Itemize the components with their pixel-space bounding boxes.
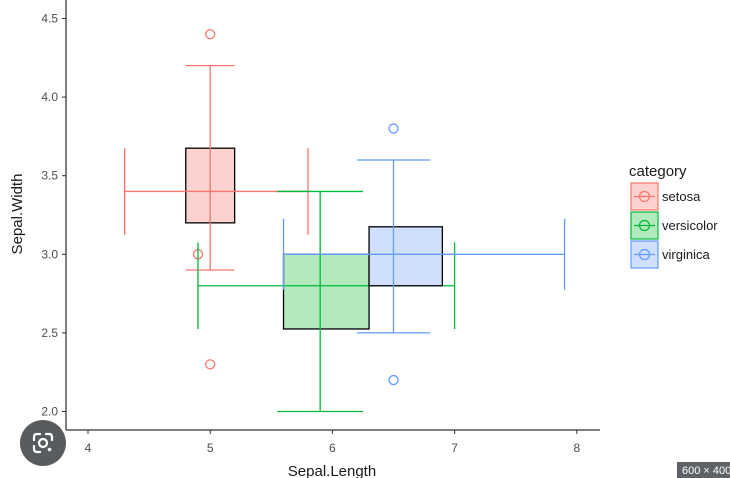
x-tick-label: 8 xyxy=(573,441,580,455)
google-lens-button[interactable] xyxy=(20,420,66,466)
outlier-point-virginica xyxy=(388,123,399,134)
legend-label: setosa xyxy=(662,189,701,204)
legend-label: virginica xyxy=(662,247,710,262)
legend-key-point xyxy=(638,219,651,232)
outlier-point-virginica xyxy=(388,374,399,386)
legend: category setosa versicolor virginica xyxy=(629,163,718,269)
y-tick-label: 2.5 xyxy=(41,326,58,340)
x-tick-label: 5 xyxy=(207,441,214,455)
x-tick-label: 6 xyxy=(329,441,336,455)
y-axis-title: Sepal.Width xyxy=(9,174,26,255)
legend-item-versicolor: versicolor xyxy=(630,211,718,240)
plot-marks xyxy=(124,29,566,413)
series-virginica xyxy=(282,123,566,386)
series-versicolor xyxy=(197,190,456,413)
legend-key-point xyxy=(638,248,651,261)
legend-item-virginica: virginica xyxy=(630,240,710,269)
outlier-point-setosa xyxy=(205,359,216,370)
legend-title: category xyxy=(629,163,687,180)
legend-item-setosa: setosa xyxy=(630,182,701,211)
x-axis-title: Sepal.Length xyxy=(288,463,376,478)
y-tick-label: 4.5 xyxy=(41,12,58,26)
box-virginica xyxy=(368,226,444,287)
y-tick-label: 3.5 xyxy=(41,169,58,183)
image-size-badge: 600 × 400 xyxy=(677,462,730,478)
y-tick-label: 3.0 xyxy=(41,247,58,261)
x-tick-label: 7 xyxy=(451,441,458,455)
box-versicolor xyxy=(282,253,370,330)
axes: 4 5 6 7 8 2.0 2.5 3.0 3.5 4.0 4.5 Sepal.Length Sepal… xyxy=(9,0,600,478)
x-tick-label: 4 xyxy=(85,441,92,455)
outlier-point-setosa xyxy=(205,29,216,40)
y-tick-label: 2.0 xyxy=(41,405,58,419)
google-lens-icon xyxy=(32,432,54,454)
legend-label: versicolor xyxy=(662,218,718,233)
y-tick-label: 4.0 xyxy=(41,90,58,104)
legend-key-point xyxy=(638,190,651,203)
series-setosa xyxy=(124,29,309,370)
